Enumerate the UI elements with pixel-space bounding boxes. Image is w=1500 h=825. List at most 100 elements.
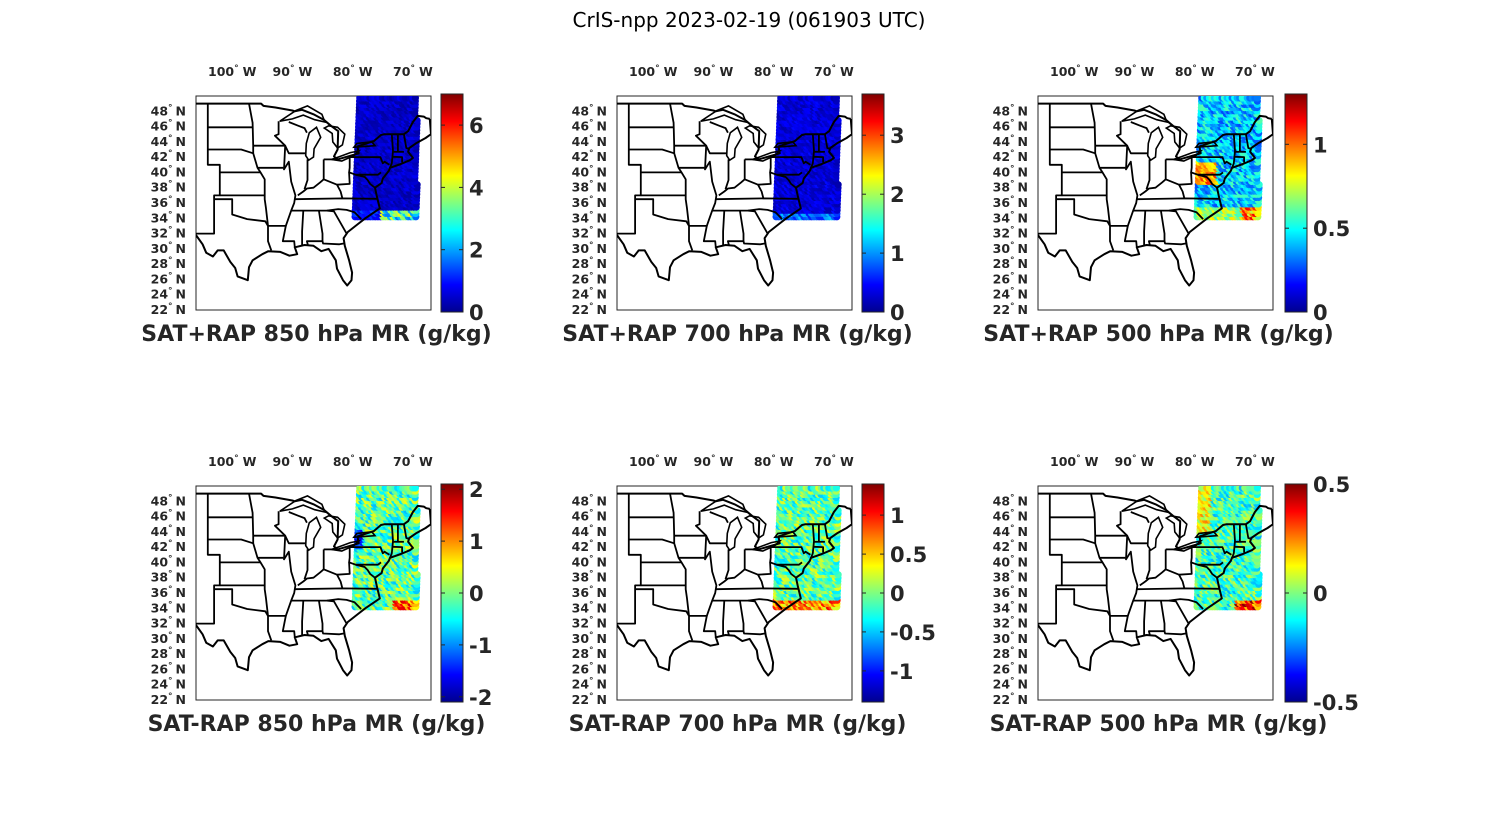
map-panel: 100° W 90° W 80° W 70° W 48° N46° N44° N42° N40° N38°… [983, 64, 1350, 347]
latitude-label: 26° N [151, 271, 186, 286]
latitude-label: 40° N [993, 164, 1028, 179]
latitude-label: 26° N [993, 661, 1028, 676]
state-boundaries [617, 492, 852, 677]
latitude-label: 28° N [993, 256, 1028, 271]
colorbar-tick-label: -1 [469, 634, 492, 658]
latitude-label: 32° N [151, 616, 186, 631]
state-boundaries [196, 102, 431, 287]
colorbar-tick-label: 1 [890, 504, 905, 528]
latitude-label: 22° N [572, 692, 607, 707]
latitude-label: 44° N [993, 524, 1028, 539]
latitude-label: 42° N [572, 539, 607, 554]
longitude-label: 80° W [1175, 454, 1215, 469]
latitude-label: 42° N [993, 539, 1028, 554]
state-boundaries [1038, 102, 1273, 287]
panel-title: SAT-RAP 700 hPa MR (g/kg) [569, 712, 907, 737]
latitude-label: 28° N [151, 256, 186, 271]
latitude-label: 38° N [572, 180, 607, 195]
longitude-label: 80° W [333, 64, 373, 79]
latitude-label: 22° N [151, 692, 186, 707]
latitude-label: 44° N [572, 134, 607, 149]
panel-title: SAT-RAP 850 hPa MR (g/kg) [148, 712, 486, 737]
latitude-label: 48° N [572, 493, 607, 508]
latitude-label: 40° N [572, 554, 607, 569]
latitude-label: 32° N [151, 226, 186, 241]
map-panel: 100° W 90° W 80° W 70° W 48° N46° N44° N42° N40° N38°… [562, 64, 912, 347]
latitude-label: 46° N [993, 509, 1028, 524]
latitude-label: 42° N [151, 539, 186, 554]
swath-observations [1193, 486, 1263, 611]
colorbar-tick-label: -2 [469, 686, 492, 710]
map-panel: 100° W 90° W 80° W 70° W 48° N46° N44° N42° N40° N38°… [141, 64, 491, 347]
colorbar-tick-label: 0 [469, 582, 484, 606]
latitude-label: 46° N [151, 119, 186, 134]
latitude-label: 48° N [993, 493, 1028, 508]
colorbar-tick-label: 4 [469, 176, 484, 200]
figure-title: CrIS-npp 2023-02-19 (061903 UTC) [573, 8, 926, 32]
latitude-label: 30° N [151, 241, 186, 256]
latitude-label: 38° N [993, 180, 1028, 195]
colorbar-tick-label: 0 [1313, 301, 1328, 325]
latitude-label: 32° N [993, 226, 1028, 241]
longitude-label: 90° W [694, 64, 734, 79]
latitude-label: 26° N [151, 661, 186, 676]
latitude-label: 46° N [151, 509, 186, 524]
colorbar-tick-label: 1 [469, 530, 484, 554]
latitude-label: 40° N [993, 554, 1028, 569]
panel-title: SAT+RAP 500 hPa MR (g/kg) [983, 322, 1333, 347]
latitude-label: 30° N [572, 241, 607, 256]
latitude-label: 36° N [151, 585, 186, 600]
latitude-label: 34° N [993, 210, 1028, 225]
latitude-label: 28° N [151, 646, 186, 661]
map-panel: 100° W 90° W 80° W 70° W 48° N46° N44° N42° N40° N38°… [990, 454, 1359, 737]
colorbar-tick-label: -0.5 [1313, 691, 1359, 715]
latitude-label: 42° N [993, 149, 1028, 164]
latitude-label: 48° N [151, 103, 186, 118]
latitude-label: 46° N [572, 509, 607, 524]
latitude-label: 36° N [151, 195, 186, 210]
latitude-label: 24° N [993, 677, 1028, 692]
longitude-label: 70° W [1235, 64, 1275, 79]
colorbar-tick-label: 0 [890, 582, 905, 606]
map-frame [195, 485, 432, 701]
colorbar-tick-label: -0.5 [890, 621, 936, 645]
longitude-label: 90° W [1115, 454, 1155, 469]
latitude-label: 40° N [151, 164, 186, 179]
latitude-label: 44° N [993, 134, 1028, 149]
latitude-label: 24° N [151, 287, 186, 302]
panel-title: SAT-RAP 500 hPa MR (g/kg) [990, 712, 1328, 737]
latitude-label: 30° N [572, 631, 607, 646]
longitude-label: 80° W [1175, 64, 1215, 79]
latitude-label: 22° N [572, 302, 607, 317]
longitude-label: 90° W [694, 454, 734, 469]
latitude-label: 34° N [151, 210, 186, 225]
state-boundaries [196, 492, 431, 677]
colorbar: -0.5 0 0.5 [1284, 473, 1359, 715]
latitude-label: 24° N [993, 287, 1028, 302]
longitude-label: 90° W [1115, 64, 1155, 79]
latitude-label: 40° N [572, 164, 607, 179]
longitude-label: 70° W [814, 454, 854, 469]
latitude-label: 22° N [151, 302, 186, 317]
latitude-label: 34° N [151, 600, 186, 615]
latitude-label: 26° N [572, 271, 607, 286]
latitude-label: 36° N [572, 195, 607, 210]
colorbar-tick-label: 3 [890, 124, 905, 148]
latitude-label: 36° N [993, 195, 1028, 210]
latitude-label: 30° N [993, 631, 1028, 646]
map-panel: 100° W 90° W 80° W 70° W 48° N46° N44° N42° N40° N38°… [569, 454, 936, 737]
colorbar: 0 2 4 6 [440, 93, 484, 325]
latitude-label: 34° N [572, 600, 607, 615]
colorbar: 0 1 2 3 [861, 93, 905, 325]
latitude-label: 44° N [151, 524, 186, 539]
longitude-label: 80° W [754, 64, 794, 79]
map-frame [616, 485, 853, 701]
latitude-label: 40° N [151, 554, 186, 569]
latitude-label: 30° N [993, 241, 1028, 256]
colorbar-tick-label: 2 [890, 183, 905, 207]
panel-title: SAT+RAP 700 hPa MR (g/kg) [562, 322, 912, 347]
longitude-label: 100° W [1050, 454, 1099, 469]
latitude-label: 38° N [151, 570, 186, 585]
colorbar: -1 -0.5 0 0.5 1 [861, 483, 936, 703]
